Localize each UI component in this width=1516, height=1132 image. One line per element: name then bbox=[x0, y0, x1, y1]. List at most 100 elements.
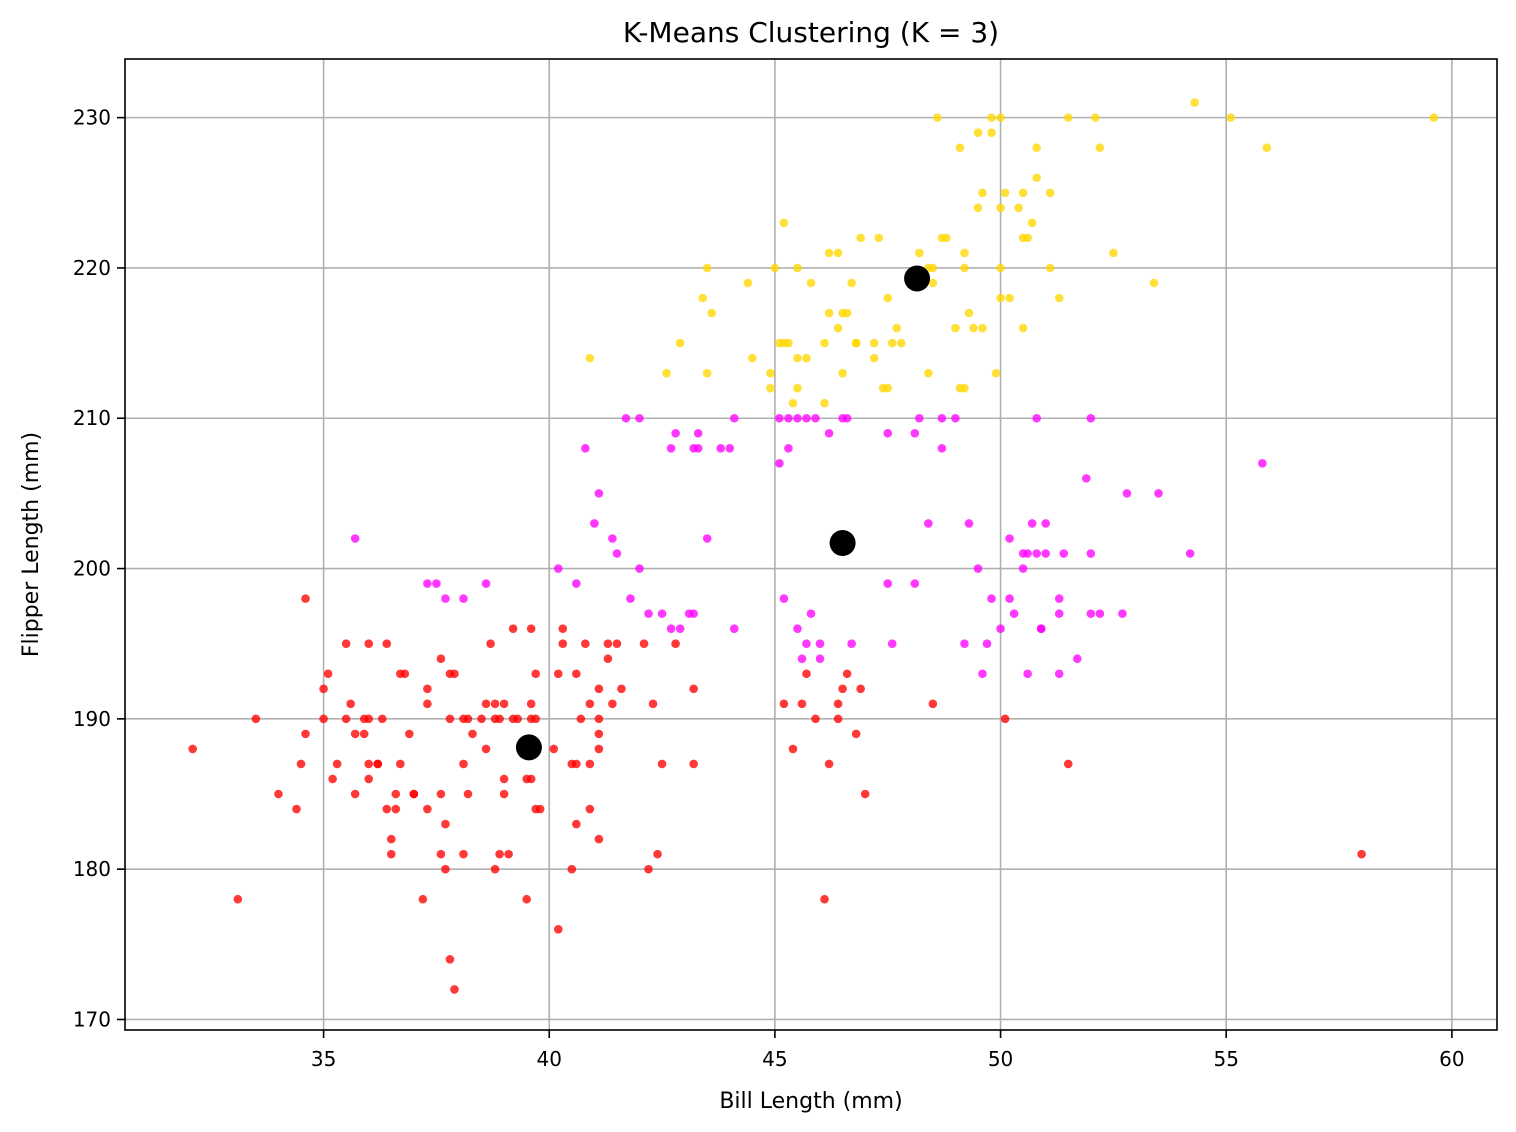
cluster-3-point bbox=[928, 278, 938, 288]
cluster-2-point bbox=[793, 413, 802, 423]
cluster-3-point bbox=[802, 353, 811, 363]
cluster-3-point bbox=[743, 278, 753, 288]
cluster-1-point bbox=[341, 639, 351, 649]
x-tick-label: 50 bbox=[988, 1047, 1013, 1071]
cluster-1-point bbox=[436, 654, 446, 664]
cluster-2-point bbox=[982, 639, 992, 649]
cluster-3-point bbox=[896, 338, 906, 348]
cluster-1-point bbox=[463, 714, 473, 724]
cluster-1-point bbox=[594, 714, 604, 724]
cluster-2-point bbox=[675, 624, 685, 633]
cluster-3-point bbox=[856, 233, 865, 243]
cluster-2-point bbox=[423, 579, 432, 588]
cluster-3-point bbox=[1054, 293, 1064, 303]
cluster-1-point bbox=[576, 714, 586, 724]
cluster-2-point bbox=[811, 413, 820, 423]
cluster-1-point bbox=[558, 639, 568, 649]
cluster-2-point bbox=[987, 594, 996, 603]
cluster-1-point bbox=[802, 669, 811, 679]
cluster-3-point bbox=[973, 128, 983, 137]
cluster-3-point bbox=[1000, 188, 1010, 198]
y-tick-label: 170 bbox=[73, 1007, 111, 1031]
cluster-1-point bbox=[603, 654, 613, 664]
cluster-2-point bbox=[590, 519, 599, 528]
cluster-1-point bbox=[319, 684, 328, 694]
cluster-2-point bbox=[883, 428, 893, 438]
cluster-2-point bbox=[626, 594, 635, 603]
cluster-2-point bbox=[910, 579, 920, 588]
cluster-1-point bbox=[359, 729, 369, 739]
cluster-1-point bbox=[405, 729, 414, 739]
cluster-1-point bbox=[671, 639, 680, 649]
cluster-1-point bbox=[581, 639, 590, 649]
cluster-3-point bbox=[851, 338, 861, 348]
cluster-1-point bbox=[779, 699, 789, 709]
cluster-3-point bbox=[675, 338, 685, 348]
cluster-1-point bbox=[585, 699, 595, 709]
cluster-1-point bbox=[499, 774, 509, 784]
cluster-1-point bbox=[535, 804, 545, 814]
cluster-1-point bbox=[459, 759, 468, 769]
cluster-1-point bbox=[495, 714, 504, 724]
cluster-1-point bbox=[689, 759, 698, 769]
centroids bbox=[515, 265, 931, 761]
cluster-2-point bbox=[847, 639, 856, 649]
cluster-3-point bbox=[996, 263, 1005, 273]
cluster-3-point bbox=[1262, 143, 1272, 152]
cluster-2-point bbox=[978, 669, 987, 679]
cluster-3-point bbox=[824, 308, 834, 318]
cluster-1-point bbox=[377, 714, 387, 724]
cluster-1-point bbox=[531, 669, 540, 679]
cluster-2-point bbox=[1072, 654, 1082, 664]
cluster-3-point bbox=[707, 308, 717, 318]
cluster-1-point bbox=[553, 924, 563, 934]
cluster-1-point bbox=[274, 789, 283, 799]
cluster-1-point bbox=[463, 789, 473, 799]
cluster-2-point bbox=[937, 413, 947, 423]
cluster-1-point bbox=[296, 759, 306, 769]
cluster-2-point bbox=[666, 624, 676, 633]
cluster-1-point bbox=[833, 699, 843, 709]
cluster-3-point bbox=[928, 263, 938, 273]
cluster-2-point bbox=[842, 413, 852, 423]
cluster-1-point bbox=[549, 744, 559, 754]
cluster-3-point bbox=[960, 248, 969, 258]
y-tick-label: 180 bbox=[73, 857, 111, 881]
cluster-1-point bbox=[445, 714, 455, 724]
cluster-1-point bbox=[820, 894, 829, 904]
cluster-1-point bbox=[553, 669, 563, 679]
cluster-2-point bbox=[608, 534, 617, 543]
cluster-3-point bbox=[1018, 323, 1028, 333]
cluster-1-point bbox=[522, 894, 531, 904]
cluster-3-point bbox=[770, 263, 780, 273]
cluster-3-point bbox=[996, 203, 1005, 213]
cluster-1-point bbox=[328, 774, 337, 784]
cluster-3-point bbox=[833, 248, 843, 258]
cluster-1-point bbox=[594, 744, 604, 754]
chart-title: K-Means Clustering (K = 3) bbox=[623, 16, 999, 49]
cluster-2-point bbox=[1086, 609, 1096, 618]
cluster-2-point bbox=[806, 609, 816, 618]
cluster-2-point bbox=[612, 549, 622, 558]
cluster-1-point bbox=[391, 804, 401, 814]
cluster-2-point bbox=[779, 594, 789, 603]
cluster-1-point bbox=[346, 699, 355, 709]
cluster-1-point bbox=[445, 955, 455, 964]
cluster-3-point bbox=[924, 368, 933, 378]
cluster-3-point bbox=[978, 323, 987, 333]
cluster-2-point bbox=[1054, 594, 1064, 603]
cluster-2-point bbox=[716, 444, 726, 453]
centroid-marker bbox=[829, 529, 856, 556]
cluster-2-point bbox=[693, 444, 703, 453]
cluster-2-point bbox=[883, 579, 893, 588]
cluster-2-point bbox=[1258, 459, 1267, 468]
cluster-2-point bbox=[635, 413, 644, 423]
y-axis-label: Flipper Length (mm) bbox=[19, 432, 44, 657]
cluster-1-point bbox=[504, 849, 513, 859]
cluster-1-point bbox=[1357, 849, 1366, 859]
cluster-1-point bbox=[481, 699, 491, 709]
cluster-3-point bbox=[960, 383, 969, 393]
cluster-2-point bbox=[1059, 549, 1069, 558]
cluster-3-point bbox=[869, 338, 879, 348]
